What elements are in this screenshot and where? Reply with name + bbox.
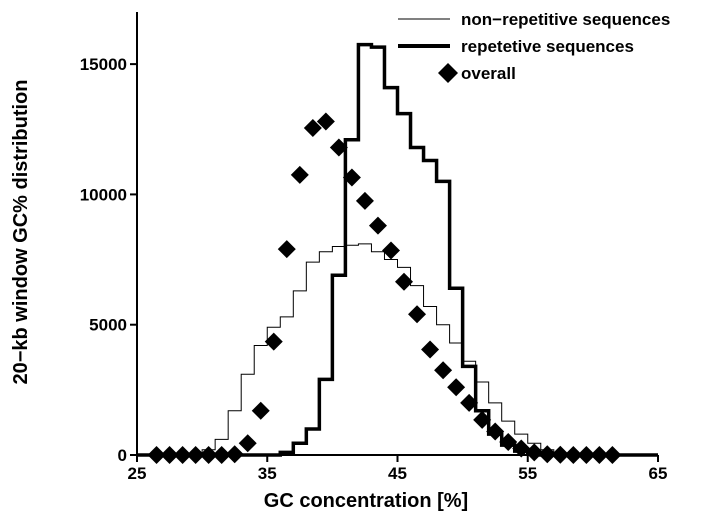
overall-point — [355, 191, 374, 210]
series-overall — [147, 112, 622, 464]
overall-point — [199, 446, 218, 464]
overall-point — [238, 434, 257, 453]
axes — [130, 12, 659, 462]
overall-point — [421, 340, 440, 359]
overall-point — [486, 422, 505, 441]
series-non-repetitive — [137, 243, 658, 456]
overall-point — [186, 446, 205, 464]
y-tick-label-5000: 5000 — [89, 316, 127, 335]
overall-point — [551, 445, 570, 464]
overall-point — [381, 241, 400, 260]
y-tick-label-15000: 15000 — [80, 55, 127, 74]
overall-point — [251, 401, 270, 420]
overall-point — [147, 446, 166, 464]
overall-point — [290, 165, 309, 184]
legend-swatch-overall — [438, 63, 458, 83]
legend-label-non-repetitive: non−repetitive sequences — [461, 10, 670, 29]
x-tick-label-65: 65 — [649, 464, 668, 483]
legend-label-overall: overall — [461, 64, 516, 83]
overall-point — [395, 272, 414, 291]
overall-point — [368, 216, 387, 235]
overall-point — [277, 240, 296, 259]
y-axis-title: 20−kb window GC% distribution — [10, 79, 32, 384]
x-axis-title: GC concentration [%] — [264, 490, 468, 512]
overall-point — [408, 305, 427, 324]
overall-point — [538, 445, 557, 464]
overall-point — [316, 112, 335, 131]
line-non-repetitive — [137, 243, 658, 456]
overall-point — [160, 446, 179, 464]
legend-label-repetitive: repetetive sequences — [461, 37, 634, 56]
x-tick-label-25: 25 — [128, 464, 147, 483]
overall-point — [329, 138, 348, 157]
legend: non−repetitive sequences repetetive sequ… — [398, 10, 670, 83]
overall-point — [603, 446, 622, 464]
overall-point — [225, 445, 244, 464]
overall-point — [173, 446, 192, 464]
overall-point — [264, 332, 283, 351]
overall-point — [473, 410, 492, 429]
overall-point — [590, 446, 609, 464]
y-tick-label-10000: 10000 — [80, 185, 127, 204]
overall-point — [447, 378, 466, 397]
overall-point — [342, 168, 361, 187]
tick-labels: 0 5000 10000 15000 25 35 45 55 65 — [80, 55, 668, 483]
overall-point — [303, 118, 322, 137]
overall-point — [577, 446, 596, 464]
x-tick-label-55: 55 — [518, 464, 537, 483]
overall-point — [212, 446, 231, 464]
y-tick-label-0: 0 — [118, 446, 127, 465]
x-tick-label-35: 35 — [258, 464, 277, 483]
overall-point — [460, 393, 479, 412]
overall-point — [512, 439, 531, 458]
overall-point — [564, 446, 583, 464]
overall-point — [525, 443, 544, 462]
overall-point — [434, 361, 453, 380]
x-tick-label-45: 45 — [388, 464, 407, 483]
overall-point — [499, 432, 518, 451]
